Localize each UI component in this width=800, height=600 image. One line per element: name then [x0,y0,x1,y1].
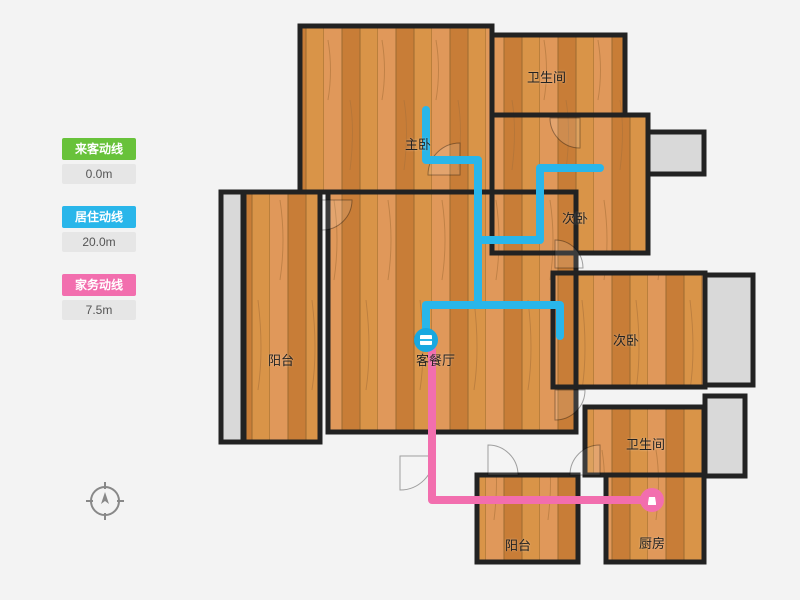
plan-svg [0,0,800,600]
flow-node-blue [414,328,438,352]
floorplan-canvas: { "legend":{ "guest":{"label":"来客动线","va… [0,0,800,600]
flow-node-pink [640,488,664,512]
